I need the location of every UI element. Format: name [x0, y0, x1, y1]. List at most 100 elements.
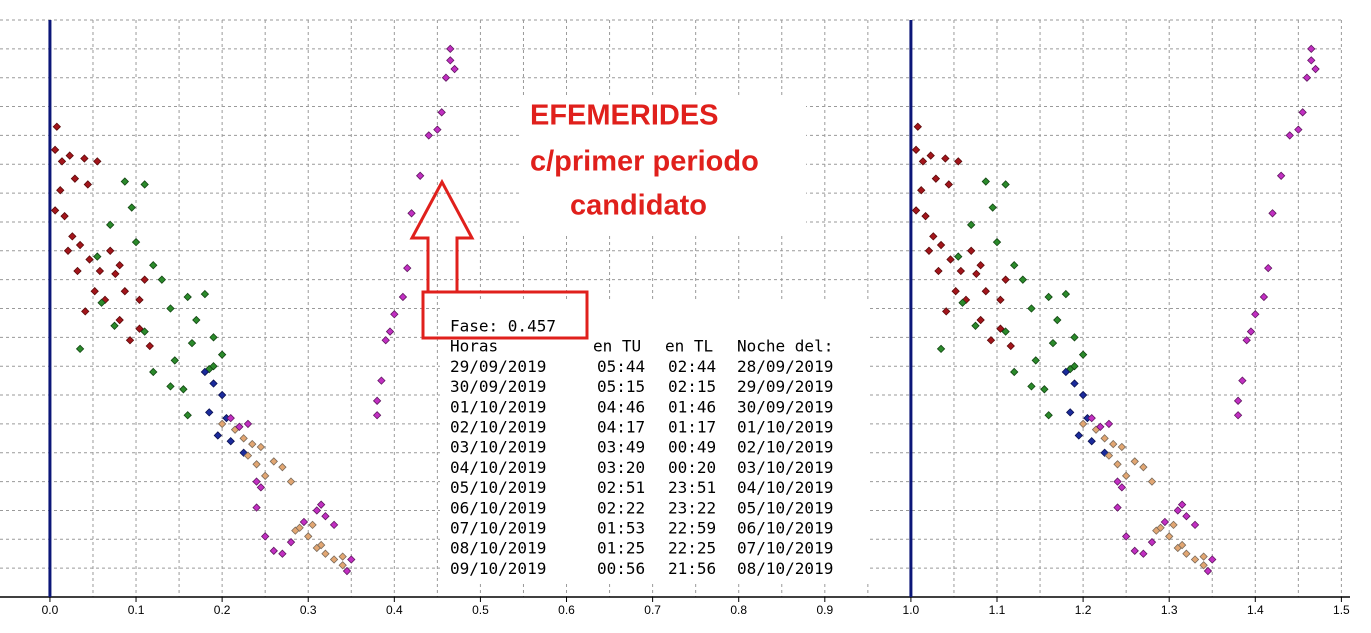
point — [321, 512, 330, 521]
point — [75, 240, 85, 250]
point — [1233, 411, 1243, 420]
point — [93, 252, 102, 261]
point — [60, 212, 69, 221]
point — [329, 555, 339, 564]
x-tick-label: 0.2 — [214, 603, 231, 617]
point — [1070, 333, 1079, 342]
point — [934, 266, 943, 276]
point — [243, 419, 253, 429]
x-tick-label: 0.1 — [128, 603, 145, 617]
point — [437, 108, 446, 117]
point — [424, 131, 433, 140]
point — [157, 275, 167, 284]
point — [166, 382, 175, 391]
point — [321, 549, 330, 558]
table-cell: 28/09/2019 — [737, 357, 833, 376]
point — [1177, 540, 1187, 550]
point — [441, 73, 451, 82]
point — [213, 431, 222, 440]
table-cell: 03/10/2019 — [737, 458, 833, 477]
point — [1001, 180, 1010, 189]
point — [252, 460, 261, 469]
column-header: Horas — [450, 337, 498, 356]
point — [954, 252, 963, 261]
point — [338, 561, 347, 570]
table-cell: 01:25 — [597, 539, 645, 558]
phase-label: Fase: 0.457 — [450, 317, 556, 336]
point — [286, 538, 296, 547]
point — [63, 246, 73, 255]
point — [120, 287, 130, 296]
point — [390, 310, 399, 319]
point — [1100, 434, 1109, 443]
point — [111, 269, 120, 279]
x-tick-label: 1.5 — [1333, 603, 1350, 617]
point — [205, 408, 214, 417]
point — [149, 261, 158, 270]
point — [976, 261, 985, 270]
point — [1121, 471, 1131, 480]
overlay: EFEMERIDES c/primer periodo candidato Fase:… — [409, 95, 870, 582]
point — [911, 206, 921, 215]
point — [278, 463, 287, 472]
point — [942, 307, 951, 316]
table-cell: 30/09/2019 — [450, 377, 546, 396]
table-cell: 02:44 — [668, 357, 716, 376]
point — [217, 419, 227, 429]
point — [929, 232, 938, 241]
point — [1307, 56, 1316, 65]
point — [95, 266, 105, 276]
point — [295, 523, 304, 532]
point — [209, 379, 218, 388]
point — [106, 220, 115, 230]
point — [1113, 477, 1122, 486]
table-cell: 23:51 — [668, 478, 716, 497]
x-tick-label: 0.8 — [730, 603, 747, 617]
point — [1246, 327, 1256, 336]
table-cell: 01:46 — [668, 397, 716, 416]
point — [125, 336, 135, 345]
point — [1139, 549, 1148, 558]
point — [226, 413, 235, 423]
point — [183, 292, 192, 302]
point — [90, 287, 99, 296]
point — [120, 177, 130, 186]
point — [1294, 125, 1303, 134]
point — [316, 540, 326, 550]
point — [1302, 73, 1312, 82]
point — [209, 333, 218, 342]
point — [65, 151, 74, 160]
point — [1190, 520, 1200, 530]
point — [1147, 538, 1157, 547]
table-cell: 02:22 — [597, 498, 645, 517]
point — [1276, 171, 1286, 180]
point — [936, 240, 946, 250]
point — [68, 232, 77, 241]
point — [338, 552, 347, 561]
table-cell: 04:46 — [597, 397, 645, 416]
point — [106, 246, 115, 255]
table-cell: 01:17 — [668, 418, 716, 437]
x-tick-label: 0.3 — [300, 603, 317, 617]
x-tick-label: 0.0 — [42, 603, 59, 617]
point — [1173, 506, 1182, 515]
point — [1268, 209, 1277, 218]
column-header: Noche del: — [737, 337, 833, 356]
point — [70, 174, 80, 183]
point — [1087, 437, 1096, 446]
point — [1010, 261, 1019, 270]
table-cell: 22:59 — [668, 519, 716, 538]
table-cell: 05:44 — [597, 357, 645, 376]
point — [377, 376, 386, 385]
point — [992, 237, 1002, 247]
point — [235, 422, 244, 431]
x-tick-label: 1.2 — [1075, 603, 1092, 617]
point — [1104, 419, 1114, 429]
table-cell: 04/10/2019 — [450, 458, 546, 477]
point — [170, 356, 179, 365]
point — [1001, 327, 1010, 336]
point — [110, 321, 119, 330]
table-cell: 03/10/2019 — [450, 438, 546, 457]
point — [1078, 390, 1088, 400]
point — [911, 145, 921, 154]
